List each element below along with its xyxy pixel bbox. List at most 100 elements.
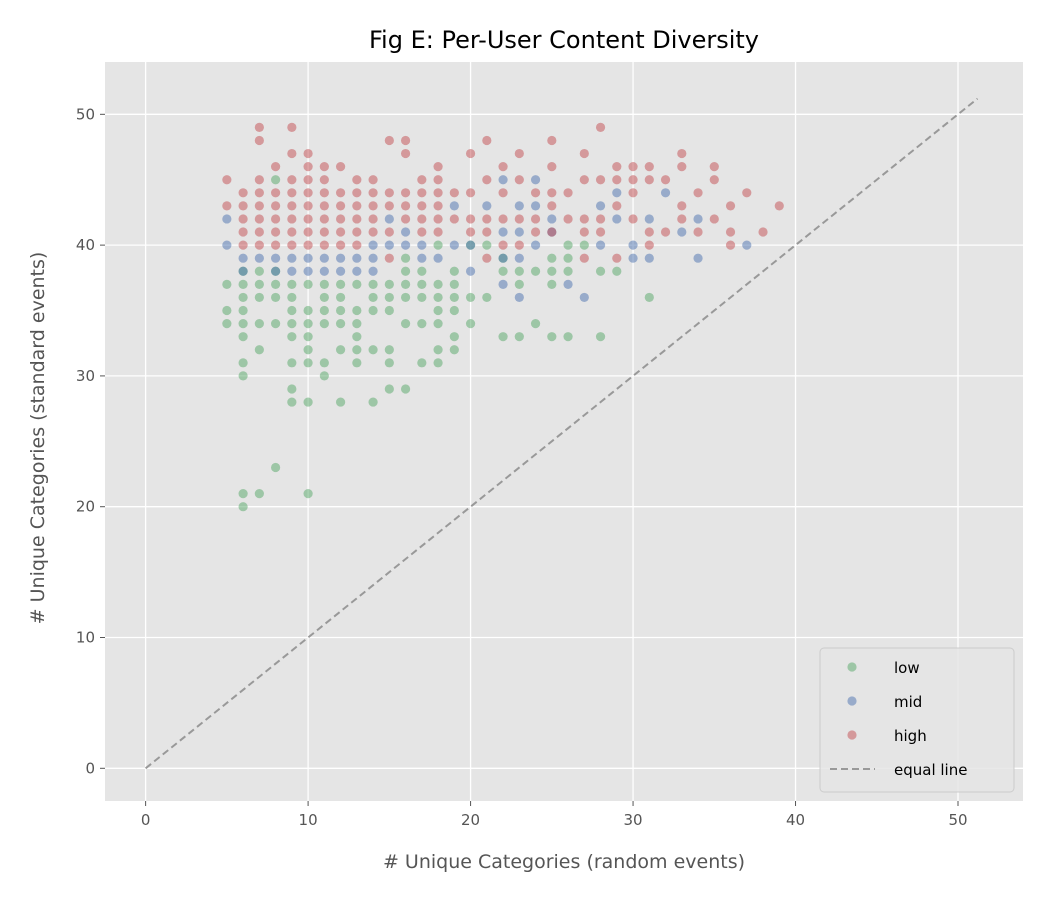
data-point-low	[287, 332, 297, 342]
data-point-mid	[644, 214, 654, 224]
data-point-low	[433, 292, 443, 303]
data-point-high	[449, 214, 459, 224]
data-point-high	[222, 201, 232, 211]
data-point-high	[271, 214, 281, 224]
data-point-high	[547, 227, 557, 237]
data-point-high	[319, 214, 329, 224]
data-point-mid	[417, 253, 427, 263]
data-point-high	[595, 122, 606, 132]
data-point-mid	[352, 266, 362, 276]
data-point-high	[287, 227, 297, 237]
data-point-mid	[319, 253, 329, 263]
data-point-low	[271, 175, 281, 185]
data-point-mid	[482, 201, 492, 211]
data-point-high	[254, 122, 264, 132]
data-point-high	[335, 162, 346, 172]
data-point-low	[319, 318, 329, 329]
data-point-high	[335, 201, 346, 211]
data-point-low	[238, 332, 248, 342]
series-high	[222, 122, 784, 263]
chart-title: Fig E: Per-User Content Diversity	[369, 26, 759, 54]
data-point-mid	[514, 253, 524, 263]
data-point-high	[319, 162, 329, 172]
data-point-low	[335, 345, 346, 355]
data-point-high	[368, 227, 378, 237]
data-point-low	[384, 279, 394, 289]
data-point-low	[303, 305, 313, 316]
legend-label-low: low	[894, 659, 920, 677]
data-point-high	[693, 188, 703, 198]
data-point-mid	[579, 292, 589, 303]
data-point-low	[335, 292, 346, 303]
data-point-low	[238, 305, 248, 316]
data-point-high	[384, 188, 394, 198]
data-point-low	[254, 292, 264, 303]
data-point-high	[612, 175, 622, 185]
data-point-mid	[742, 240, 752, 250]
legend-marker-mid	[847, 696, 857, 706]
data-point-high	[352, 188, 362, 198]
data-point-high	[303, 175, 313, 185]
data-point-low	[319, 371, 329, 381]
data-point-mid	[271, 266, 281, 276]
legend: low mid high equal line	[819, 647, 1015, 793]
data-point-low	[400, 266, 411, 276]
data-point-high	[547, 135, 557, 146]
data-point-high	[400, 188, 411, 198]
data-point-mid	[628, 240, 638, 250]
data-point-high	[514, 175, 524, 185]
data-point-high	[433, 162, 443, 172]
data-point-low	[303, 489, 313, 499]
data-point-high	[660, 175, 671, 185]
data-point-mid	[644, 253, 654, 263]
data-point-mid	[693, 253, 703, 263]
data-point-high	[433, 175, 443, 185]
data-point-high	[433, 227, 443, 237]
data-point-low	[563, 332, 573, 342]
data-point-high	[433, 188, 443, 198]
data-point-mid	[303, 253, 313, 263]
data-point-high	[368, 175, 378, 185]
data-point-high	[547, 162, 557, 172]
data-point-high	[368, 214, 378, 224]
data-point-mid	[677, 227, 687, 237]
data-point-high	[254, 214, 264, 224]
data-point-low	[482, 240, 492, 250]
data-point-high	[352, 201, 362, 211]
data-point-low	[384, 384, 394, 394]
data-point-low	[579, 240, 589, 250]
data-point-low	[563, 253, 573, 263]
data-point-high	[644, 227, 654, 237]
data-point-high	[530, 188, 541, 198]
data-point-high	[465, 188, 476, 198]
data-point-low	[563, 240, 573, 250]
data-point-high	[303, 214, 313, 224]
data-point-high	[287, 214, 297, 224]
data-point-high	[271, 188, 281, 198]
data-point-low	[335, 397, 346, 407]
data-point-high	[498, 240, 508, 250]
data-point-low	[449, 279, 459, 289]
data-point-low	[352, 279, 362, 289]
data-point-high	[287, 148, 297, 159]
data-point-low	[449, 292, 459, 303]
data-point-high	[303, 240, 313, 250]
legend-label-high: high	[894, 727, 927, 745]
data-point-low	[238, 358, 248, 368]
data-point-high	[579, 227, 589, 237]
legend-label-mid: mid	[894, 693, 922, 711]
data-point-low	[238, 502, 248, 512]
data-point-low	[254, 266, 264, 276]
data-point-high	[530, 214, 541, 224]
data-point-high	[595, 175, 606, 185]
data-point-low	[254, 345, 264, 355]
data-point-mid	[498, 227, 508, 237]
data-point-high	[498, 214, 508, 224]
data-points	[222, 122, 784, 512]
data-point-mid	[498, 175, 508, 185]
data-point-mid	[530, 240, 541, 250]
data-point-high	[644, 240, 654, 250]
data-point-mid	[417, 240, 427, 250]
data-point-high	[482, 227, 492, 237]
data-point-low	[335, 318, 346, 329]
